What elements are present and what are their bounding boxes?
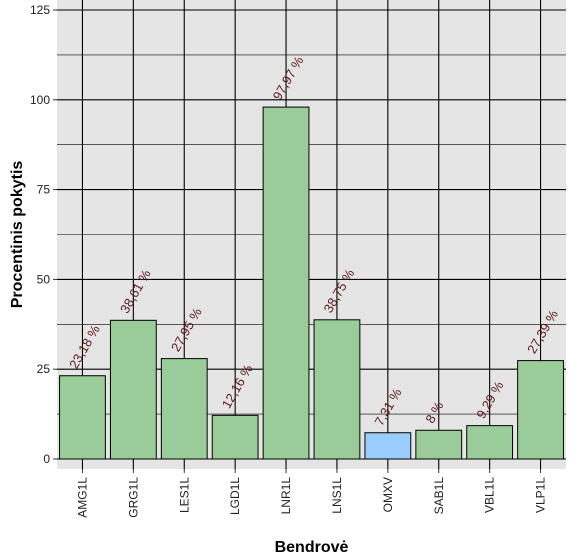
bar-AMG1L: [59, 375, 106, 460]
bar-LES1L: [160, 358, 208, 460]
bars: [59, 106, 564, 460]
bar-LNR1L: [262, 106, 310, 460]
x-tick-label: LES1L: [177, 477, 191, 513]
bar-LNS1L: [313, 319, 361, 460]
y-axis: 0 25 50 75 100 125: [30, 3, 57, 466]
bar-VLP1L: [517, 360, 564, 460]
y-axis-title: Procentinis pokytis: [9, 161, 26, 309]
bar-GRG1L: [109, 319, 157, 460]
x-tick-label: LNR1L: [279, 477, 293, 515]
x-axis: AMG1L GRG1L LES1L LGD1L LNR1L LNS1L OMXV SAB1L V…: [75, 469, 548, 518]
y-tick-label: 0: [43, 452, 50, 466]
bar-VBL1L: [466, 425, 514, 460]
x-tick-label: VBL1L: [483, 477, 497, 513]
y-tick-label: 25: [37, 362, 51, 376]
x-tick-label: OMXV: [381, 477, 395, 512]
x-tick-label: VLP1L: [534, 477, 548, 513]
y-tick-label: 100: [30, 93, 50, 107]
x-tick-label: SAB1L: [432, 477, 446, 515]
x-tick-label: GRG1L: [126, 477, 140, 518]
bar-LGD1L: [211, 414, 259, 460]
x-tick-label: LGD1L: [228, 477, 242, 515]
x-tick-label: AMG1L: [75, 477, 89, 518]
bar-SAB1L: [415, 429, 463, 460]
x-tick-label: LNS1L: [330, 477, 344, 514]
y-tick-label: 75: [37, 183, 51, 197]
y-tick-label: 125: [30, 3, 50, 17]
y-tick-label: 50: [37, 272, 51, 286]
bar-OMXV: [364, 432, 412, 460]
x-axis-title: Bendrovė: [275, 539, 349, 556]
